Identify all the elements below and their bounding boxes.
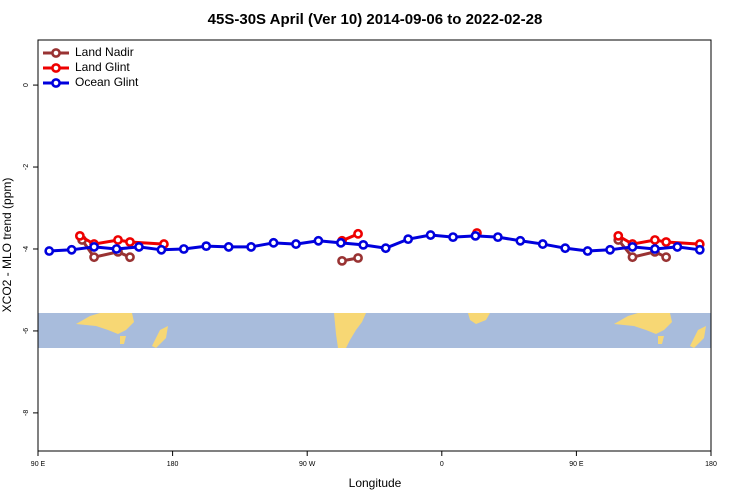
land: [152, 326, 168, 348]
point: [627, 242, 638, 252]
legend-label: Ocean Glint: [75, 75, 139, 89]
point: [515, 235, 526, 246]
land: [468, 313, 490, 324]
y-tick-label: -4: [23, 246, 30, 252]
point: [89, 242, 99, 252]
point: [403, 234, 414, 245]
point: [358, 239, 369, 250]
land: [334, 313, 366, 348]
point: [425, 230, 436, 240]
point: [353, 228, 363, 239]
point: [380, 243, 391, 254]
series-line: [79, 232, 700, 246]
legend-marker: [51, 63, 61, 73]
point: [560, 243, 571, 254]
point: [353, 253, 363, 263]
point: [335, 237, 346, 248]
point: [178, 244, 189, 254]
point: [313, 235, 324, 246]
point: [44, 246, 55, 256]
point: [337, 255, 347, 266]
point: [66, 244, 77, 255]
land: [120, 336, 126, 344]
point: [246, 242, 257, 252]
point: [661, 252, 672, 263]
x-tick-label: 180: [167, 461, 179, 468]
point: [156, 244, 167, 255]
point: [627, 252, 638, 263]
point: [223, 242, 234, 252]
point: [537, 239, 548, 249]
x-tick-label: 0: [440, 461, 444, 468]
x-tick-label: 90 W: [299, 461, 316, 468]
point: [492, 232, 503, 242]
legend-label: Land Glint: [75, 60, 130, 74]
point: [470, 230, 481, 241]
plot-frame: [37, 39, 712, 452]
y-tick-label: -6: [23, 328, 30, 334]
point: [89, 252, 99, 263]
point: [672, 242, 683, 252]
map-band: [38, 313, 711, 348]
x-axis-label: Longitude: [349, 476, 402, 490]
point: [448, 232, 458, 242]
point: [582, 246, 593, 256]
y-axis-label: XCO2 - MLO trend (ppm): [0, 178, 14, 313]
point: [605, 244, 615, 255]
point: [650, 244, 660, 254]
x-tick-label: 90 E: [569, 461, 584, 468]
point: [291, 239, 301, 249]
point: [125, 252, 135, 263]
y-tick-label: -8: [23, 410, 30, 416]
land: [690, 326, 706, 348]
point: [613, 230, 624, 241]
legend-label: Land Nadir: [75, 45, 134, 59]
point: [268, 237, 279, 248]
y-tick-label: -2: [23, 164, 30, 170]
x-tick-label: 90 E: [31, 461, 46, 468]
ocean: [38, 313, 711, 348]
point: [113, 235, 123, 245]
land: [76, 313, 134, 334]
point: [661, 237, 672, 247]
point: [694, 244, 705, 255]
land: [614, 313, 672, 334]
point: [650, 235, 660, 245]
land: [658, 336, 664, 344]
point: [125, 237, 135, 247]
point: [74, 230, 85, 241]
x-tick-label: 180: [705, 461, 717, 468]
point: [111, 244, 122, 254]
y-tick-label: 0: [23, 83, 30, 87]
legend-marker: [51, 78, 61, 88]
point: [134, 242, 144, 252]
legend-marker: [51, 48, 61, 58]
chart-title: 45S-30S April (Ver 10) 2014-09-06 to 202…: [208, 11, 543, 28]
point: [201, 241, 212, 252]
